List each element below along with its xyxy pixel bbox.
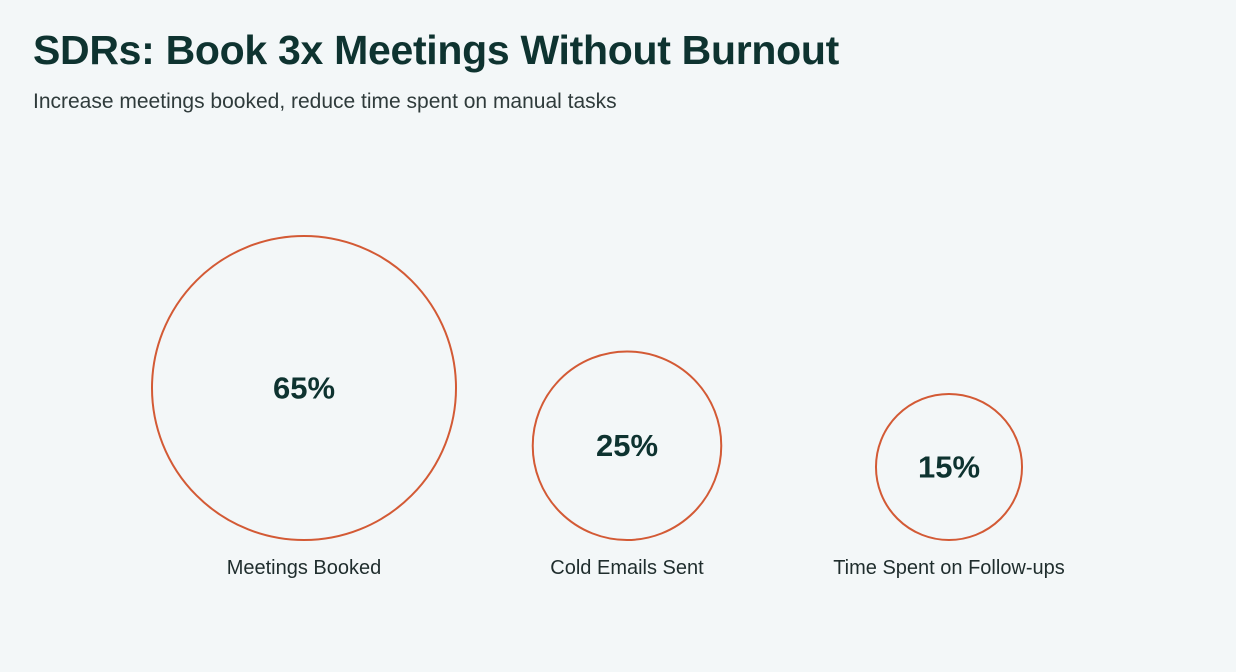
- category-label-cold-emails-sent: Cold Emails Sent: [550, 557, 704, 579]
- page-subtitle: Increase meetings booked, reduce time sp…: [33, 90, 617, 113]
- value-label-meetings-booked: 65%: [273, 371, 335, 406]
- value-label-time-spent-on-follow-ups: 15%: [918, 449, 980, 484]
- category-label-meetings-booked: Meetings Booked: [227, 557, 382, 579]
- value-label-cold-emails-sent: 25%: [596, 428, 658, 463]
- bubble-time-spent-on-follow-ups: [874, 392, 1024, 542]
- bubble-cold-emails-sent: [531, 350, 723, 542]
- category-label-time-spent-on-follow-ups: Time Spent on Follow-ups: [833, 557, 1065, 579]
- bubble-meetings-booked: [151, 235, 457, 541]
- page-title: SDRs: Book 3x Meetings Without Burnout: [33, 27, 839, 73]
